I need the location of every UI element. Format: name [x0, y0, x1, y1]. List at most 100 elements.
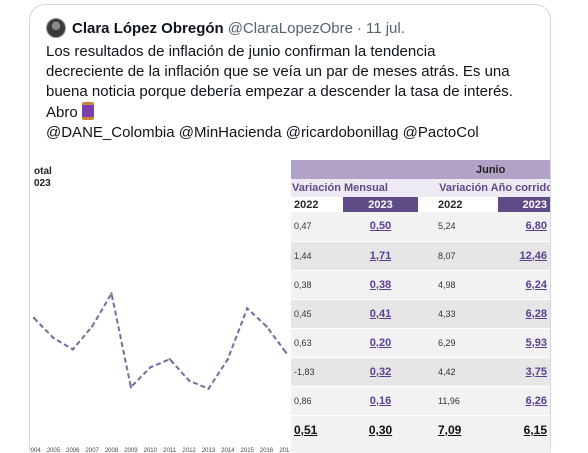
chart-subtitle: 023: [34, 178, 51, 189]
data-point: [284, 351, 288, 354]
tweet-header: Clara López Obregón @ClaraLopezObre · 11…: [46, 17, 405, 39]
tweet-mentions[interactable]: @DANE_Colombia @MinHacienda @ricardoboni…: [46, 124, 479, 141]
separator-dot: ·: [356, 19, 362, 37]
table-cell: 4,33: [418, 299, 498, 329]
x-tick-label: 2010: [144, 448, 158, 453]
table-row: -1,83 0,32 4,42 3,75: [291, 357, 550, 387]
data-point: [149, 366, 152, 369]
table-cell: 6,24: [498, 270, 550, 300]
data-point: [246, 307, 249, 310]
tweet-text-line: decreciente de la inflación que se veía …: [46, 63, 510, 80]
author-handle[interactable]: @ClaraLopezObre: [227, 19, 353, 37]
table-row: 0,47 0,50 5,24 6,80: [291, 212, 550, 242]
tweet-text-line-with-emoji: Abro: [46, 102, 546, 123]
tweet-date[interactable]: 11 jul.: [365, 19, 405, 37]
group-header-ano-corrido: Variación Año corrido: [418, 179, 550, 197]
author-name[interactable]: Clara López Obregón: [72, 19, 224, 37]
group-header-mensual: Variación Mensual: [291, 179, 418, 197]
data-point: [207, 387, 210, 390]
tweet-text-line: buena noticia porque debería empezar a d…: [46, 83, 513, 100]
table-cell: 1,71: [343, 241, 418, 271]
avatar[interactable]: [46, 18, 66, 38]
tweet-card[interactable]: Clara López Obregón @ClaraLopezObre · 11…: [29, 4, 551, 453]
year-header: 2022: [291, 197, 343, 212]
x-tick-label: 2015: [241, 448, 255, 453]
x-tick-label: 2017: [279, 448, 290, 453]
table-cell: 5,24: [418, 212, 498, 242]
data-point: [187, 379, 191, 382]
table-group-row: Variación Mensual Variación Año corrido: [291, 179, 550, 197]
table-cell: 0,86: [291, 386, 343, 416]
x-tick-label: 2005: [47, 448, 61, 453]
table-cell: 5,93: [498, 328, 550, 358]
table-total-row: 0,51 0,30 7,09 6,15: [291, 415, 550, 445]
data-point: [91, 325, 94, 328]
year-header: 2023: [343, 197, 418, 212]
table-cell: 0,47: [291, 212, 343, 242]
x-tick-label: 2014: [221, 448, 235, 453]
inflation-table: Junio Variación Mensual Variación Año co…: [291, 160, 550, 453]
table-cell: 4,98: [418, 270, 498, 300]
x-tick-label: 2008: [105, 448, 119, 453]
x-tick-label: 2006: [66, 448, 80, 453]
table-cell: -1,83: [291, 357, 343, 387]
table-cell: 11,96: [418, 386, 498, 416]
table-cell: 0,45: [291, 299, 343, 329]
data-point: [52, 336, 55, 340]
total-cell: 0,51: [291, 415, 343, 445]
tweet-text-abro: Abro: [46, 104, 78, 121]
table-month-row: Junio: [291, 160, 550, 179]
tweet-text-line: Los resultados de inflación de junio con…: [46, 43, 436, 60]
chart-title: otal: [34, 166, 52, 177]
table-cell: 0,50: [343, 212, 418, 242]
total-cell: 6,15: [498, 415, 550, 445]
x-tick-label: 2012: [182, 448, 196, 453]
x-tick-label: 2007: [86, 448, 100, 453]
total-cell: 0,30: [343, 415, 418, 445]
table-cell: 0,20: [343, 328, 418, 358]
table-cell: 0,16: [343, 386, 418, 416]
data-point: [265, 325, 268, 328]
x-tick-label: 2016: [260, 448, 274, 453]
table-cell: 12,46: [498, 241, 550, 271]
table-cell: 4,42: [418, 357, 498, 387]
chart-plot: 2004 2005 2006 2007 2008 2009 2010 2011 2012 2013…: [30, 290, 290, 453]
data-point: [129, 385, 133, 389]
data-point: [226, 358, 229, 361]
x-tick-label: 2011: [163, 448, 177, 453]
tweet-text: Los resultados de inflación de junio con…: [46, 42, 546, 143]
tweet-media-image[interactable]: otal 023 2004 2005 2006 2007 2008 2009 2010 201…: [30, 160, 550, 453]
table-cell: 0,41: [343, 299, 418, 329]
table-row: 0,86 0,16 11,96 6,26: [291, 386, 550, 416]
table-cell: 0,63: [291, 328, 343, 358]
table-cell: 8,07: [418, 241, 498, 271]
table-cell: 0,38: [291, 270, 343, 300]
year-header: 2022: [418, 197, 498, 212]
table-cell: 0,32: [343, 357, 418, 387]
table-cell: 1,44: [291, 241, 343, 271]
data-point: [71, 348, 74, 351]
table-cell: 3,75: [498, 357, 550, 387]
table-row: 1,44 1,71 8,07 12,46: [291, 241, 550, 271]
table-row: 0,38 0,38 4,98 6,24: [291, 270, 550, 300]
total-cell: 7,09: [418, 415, 498, 445]
series-line: [33, 290, 287, 391]
table-cell: 6,28: [498, 299, 550, 329]
x-tick-label: 2009: [124, 448, 138, 453]
table-cell: 6,29: [418, 328, 498, 358]
table-row: 0,45 0,41 4,33 6,28: [291, 299, 550, 329]
x-tick-label: 2004: [30, 448, 41, 453]
table-cell: 0,38: [343, 270, 418, 300]
thread-spool-icon: [81, 102, 94, 120]
table-cell: 6,26: [498, 386, 550, 416]
year-header: 2023: [498, 197, 550, 212]
data-point: [110, 292, 113, 295]
table-row: 0,63 0,20 6,29 5,93: [291, 328, 550, 358]
x-tick-label: 2013: [202, 448, 216, 453]
table-cell: 6,80: [498, 212, 550, 242]
month-header: Junio: [418, 160, 550, 179]
table-year-row: 2022 2023 2022 2023: [291, 197, 550, 212]
data-point: [32, 316, 36, 320]
inflation-chart: otal 023 2004 2005 2006 2007 2008 2009 2010 201…: [30, 160, 290, 453]
data-point: [168, 358, 171, 361]
